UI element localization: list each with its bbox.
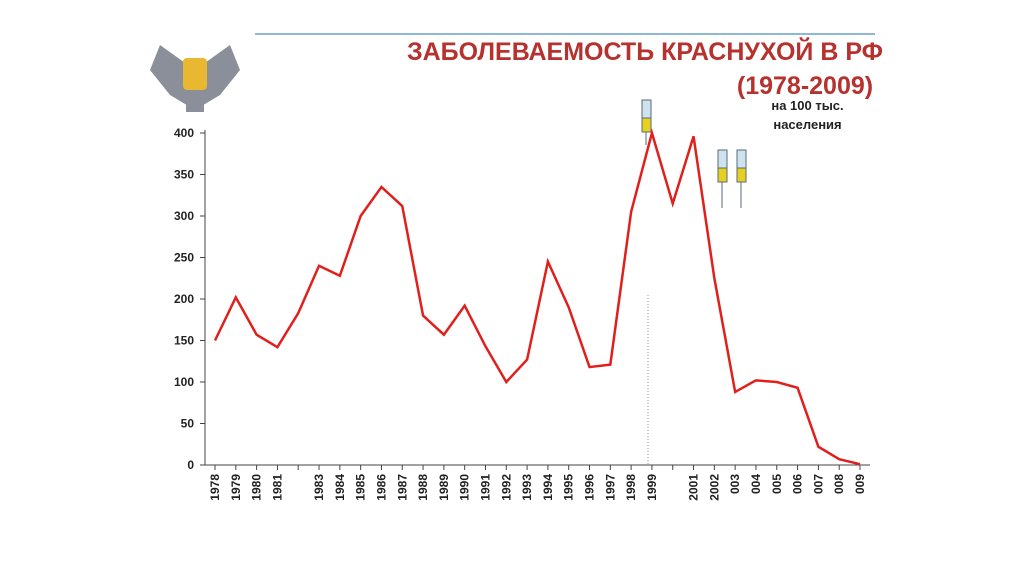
- x-tick-label: 1986: [374, 474, 388, 501]
- y-tick-label: 150: [174, 334, 194, 348]
- x-tick-label: 1988: [416, 474, 430, 501]
- x-tick-label: 009: [853, 474, 867, 494]
- x-tick-label: 1991: [478, 474, 492, 501]
- x-tick-label: 1999: [645, 474, 659, 501]
- x-tick-label: 1992: [499, 474, 513, 501]
- y-tick-label: 100: [174, 375, 194, 389]
- x-tick-label: 1985: [354, 474, 368, 501]
- x-tick-label: 2001: [687, 474, 701, 501]
- subtitle: (1978-2009): [737, 72, 873, 100]
- data-line: [213, 128, 861, 466]
- x-tick-label: 1990: [458, 474, 472, 501]
- x-tick-label: 1997: [603, 474, 617, 501]
- x-tick-label: 003: [728, 474, 742, 494]
- x-tick-label: 1993: [520, 474, 534, 501]
- x-tick-label: 008: [832, 474, 846, 494]
- x-tick-label: 1998: [624, 474, 638, 501]
- x-tick-label: 1984: [333, 474, 347, 501]
- x-tick-label: 1983: [312, 474, 326, 501]
- emblem: [150, 45, 240, 112]
- y-tick-label: 350: [174, 168, 194, 182]
- x-tick-label: 2002: [707, 474, 721, 501]
- x-tick-label: 005: [770, 474, 784, 494]
- y-tick-label: 50: [181, 417, 195, 431]
- x-tick-label: 1996: [583, 474, 597, 501]
- x-tick-label: 007: [811, 474, 825, 494]
- x-tick-label: 1989: [437, 474, 451, 501]
- y-tick-label: 300: [174, 209, 194, 223]
- y-tick-label: 250: [174, 251, 194, 265]
- x-tick-label: 006: [791, 474, 805, 494]
- x-tick-label: 1978: [208, 474, 222, 501]
- slide-panel: [150, 30, 875, 545]
- y-label: на 100 тыс. населения: [771, 98, 844, 132]
- y-tick-label: 200: [174, 292, 194, 306]
- x-tick-label: 1987: [395, 474, 409, 501]
- y-tick-label: 0: [187, 458, 194, 472]
- x-tick-label: 1981: [270, 474, 284, 501]
- title: ЗАБОЛЕВАЕМОСТЬ КРАСНУХОЙ В РФ: [407, 36, 883, 66]
- y-label-box: на 100 тыс. населения: [771, 98, 844, 132]
- x-tick-label: 1995: [562, 474, 576, 501]
- x-tick-label: 1994: [541, 474, 555, 501]
- x-tick-label: 1979: [229, 474, 243, 501]
- x-tick-label: 1980: [250, 474, 264, 501]
- syringes: [641, 99, 747, 208]
- y-tick-label: 400: [174, 126, 194, 140]
- x-tick-label: 004: [749, 474, 763, 494]
